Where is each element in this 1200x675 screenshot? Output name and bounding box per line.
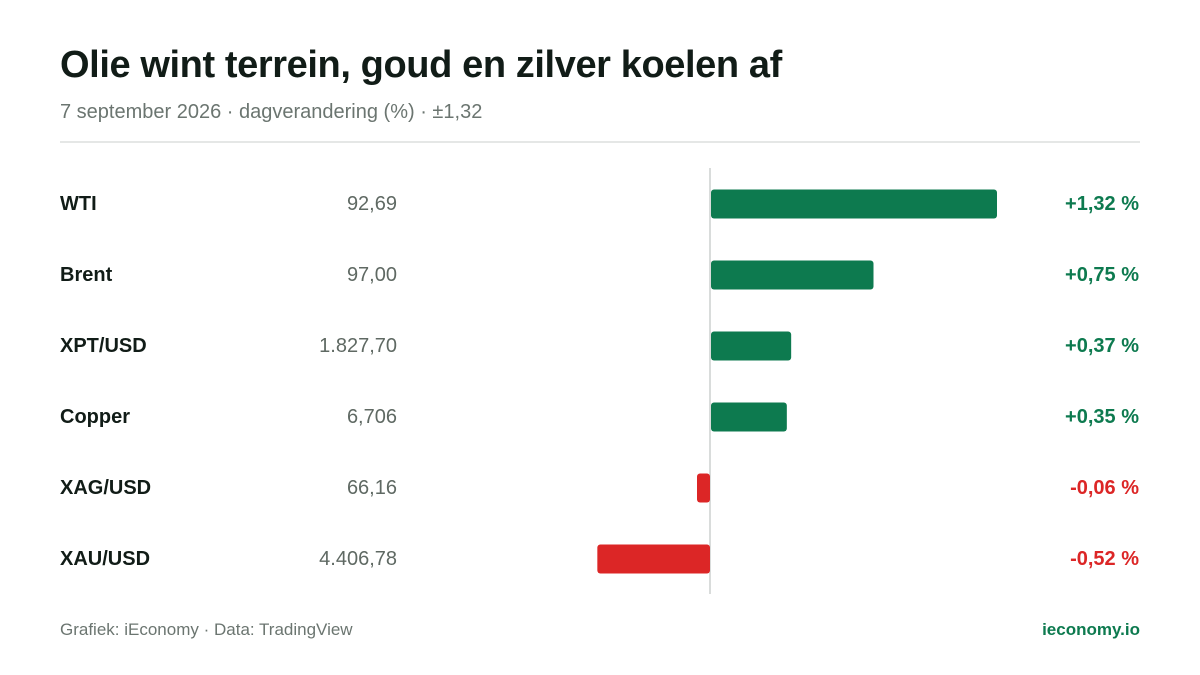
bar [711, 260, 874, 290]
category-label: Copper [60, 406, 130, 428]
value-label: +0,37 % [1065, 335, 1139, 357]
category-label: XAU/USD [60, 548, 150, 570]
bar [697, 473, 710, 503]
chart-subtitle: 7 september 2026 · dagverandering (%) · … [60, 101, 483, 123]
price-label: 66,16 [347, 477, 397, 499]
chart-title: Olie wint terrein, goud en zilver koelen… [60, 44, 782, 86]
bar [711, 402, 787, 432]
header-divider [60, 141, 1140, 143]
category-label: Brent [60, 264, 113, 286]
value-label: +0,75 % [1065, 264, 1139, 286]
category-label: XPT/USD [60, 335, 147, 357]
bar [597, 544, 710, 574]
price-label: 6,706 [347, 406, 397, 428]
value-label: +1,32 % [1065, 193, 1139, 215]
category-label: WTI [60, 193, 97, 215]
price-label: 1.827,70 [319, 335, 397, 357]
price-label: 97,00 [347, 264, 397, 286]
brand-link[interactable]: ieconomy.io [1042, 620, 1140, 639]
value-label: -0,06 % [1070, 477, 1139, 499]
value-label: -0,52 % [1070, 548, 1139, 570]
price-label: 92,69 [347, 193, 397, 215]
price-label: 4.406,78 [319, 548, 397, 570]
category-label: XAG/USD [60, 477, 151, 499]
bar [711, 189, 997, 219]
source-credit: Grafiek: iEconomy · Data: TradingView [60, 620, 353, 639]
value-label: +0,35 % [1065, 406, 1139, 428]
bar [711, 331, 792, 361]
